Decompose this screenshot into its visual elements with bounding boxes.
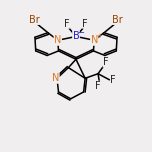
Text: N: N <box>52 73 59 83</box>
Text: F: F <box>103 57 109 67</box>
Text: F: F <box>95 81 101 91</box>
Text: F: F <box>110 75 116 85</box>
Text: −: − <box>77 28 84 37</box>
Text: F: F <box>82 19 88 29</box>
Text: N: N <box>91 35 98 45</box>
Text: +: + <box>96 33 102 40</box>
Text: Br: Br <box>29 15 40 25</box>
Text: N: N <box>54 35 61 45</box>
Text: F: F <box>64 19 70 29</box>
Text: Br: Br <box>112 15 123 25</box>
Text: B: B <box>73 31 79 41</box>
